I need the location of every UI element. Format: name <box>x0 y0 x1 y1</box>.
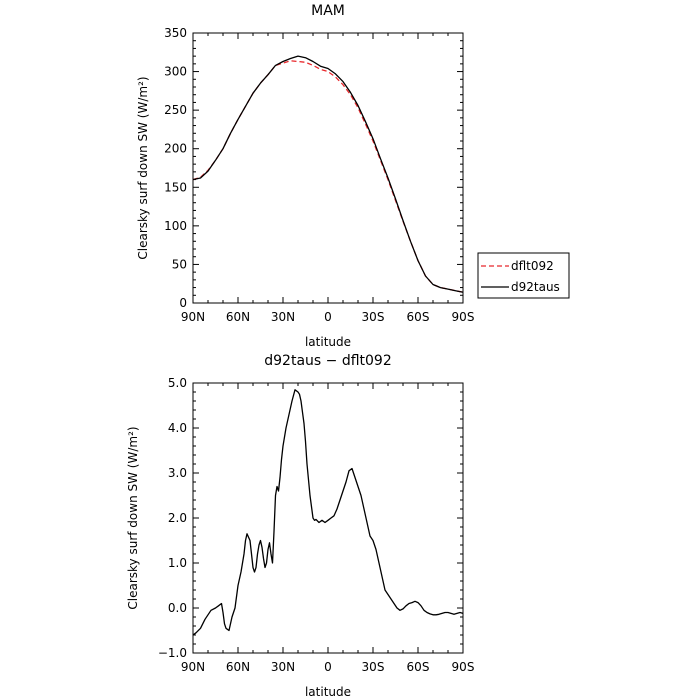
bottom-x-axis-label: latitude <box>305 685 351 699</box>
x-tick-label: 60S <box>407 310 430 324</box>
y-tick-label: 50 <box>172 257 187 271</box>
legend-label-dflt092: dflt092 <box>511 259 554 273</box>
x-tick-label: 30N <box>271 310 295 324</box>
top-x-axis-label: latitude <box>305 335 351 349</box>
series-line-d92taus <box>192 55 464 293</box>
legend-box <box>477 252 570 299</box>
y-tick-label: 1.0 <box>168 556 187 570</box>
y-tick-label: −1.0 <box>158 646 187 660</box>
x-tick-label: 30S <box>362 310 385 324</box>
x-tick-label: 60N <box>226 310 250 324</box>
y-tick-label: 150 <box>164 180 187 194</box>
top-series-group <box>192 55 464 293</box>
x-tick-label: 90S <box>452 310 475 324</box>
y-tick-label: 4.0 <box>168 421 187 435</box>
y-tick-label: 100 <box>164 219 187 233</box>
y-tick-label: 5.0 <box>168 376 187 390</box>
top-panel: MAM latitude Clearsky surf down SW (W/m²… <box>136 3 570 349</box>
x-tick-label: 90N <box>181 660 205 674</box>
legend-label-d92taus: d92taus <box>511 280 560 294</box>
x-tick-label: 30N <box>271 660 295 674</box>
bottom-y-axis-label: Clearsky surf down SW (W/m²) <box>126 426 140 609</box>
y-tick-label: 250 <box>164 103 187 117</box>
legend: dflt092 d92taus <box>477 252 570 299</box>
bottom-series-group <box>192 389 464 636</box>
x-tick-label: 0 <box>324 310 332 324</box>
bottom-panel: d92taus − dflt092 latitude Clearsky surf… <box>126 353 474 699</box>
y-tick-label: 3.0 <box>168 466 187 480</box>
x-tick-label: 90N <box>181 310 205 324</box>
y-tick-label: 0 <box>179 296 187 310</box>
y-tick-label: 2.0 <box>168 511 187 525</box>
y-tick-label: 0.0 <box>168 601 187 615</box>
top-chart-title: MAM <box>311 3 345 19</box>
top-plot-frame <box>192 32 464 304</box>
y-tick-label: 200 <box>164 142 187 156</box>
x-tick-label: 60S <box>407 660 430 674</box>
top-axes-ticks: 90N 60N 30N 0 30S 60S 90S 0 50 100 150 200 250 300 350 <box>164 26 474 324</box>
x-tick-label: 90S <box>452 660 475 674</box>
difference-line <box>192 389 464 636</box>
x-tick-label: 0 <box>324 660 332 674</box>
bottom-chart-title: d92taus − dflt092 <box>264 353 391 369</box>
top-y-axis-label: Clearsky surf down SW (W/m²) <box>136 76 150 259</box>
y-tick-label: 350 <box>164 26 187 40</box>
x-tick-label: 60N <box>226 660 250 674</box>
series-line-dflt092 <box>192 60 464 293</box>
x-tick-label: 30S <box>362 660 385 674</box>
bottom-axes-ticks: 90N 60N 30N 0 30S 60S 90S −1.0 0.0 1.0 2.0 3.0 4.0 5.… <box>158 376 475 674</box>
y-tick-label: 300 <box>164 65 187 79</box>
